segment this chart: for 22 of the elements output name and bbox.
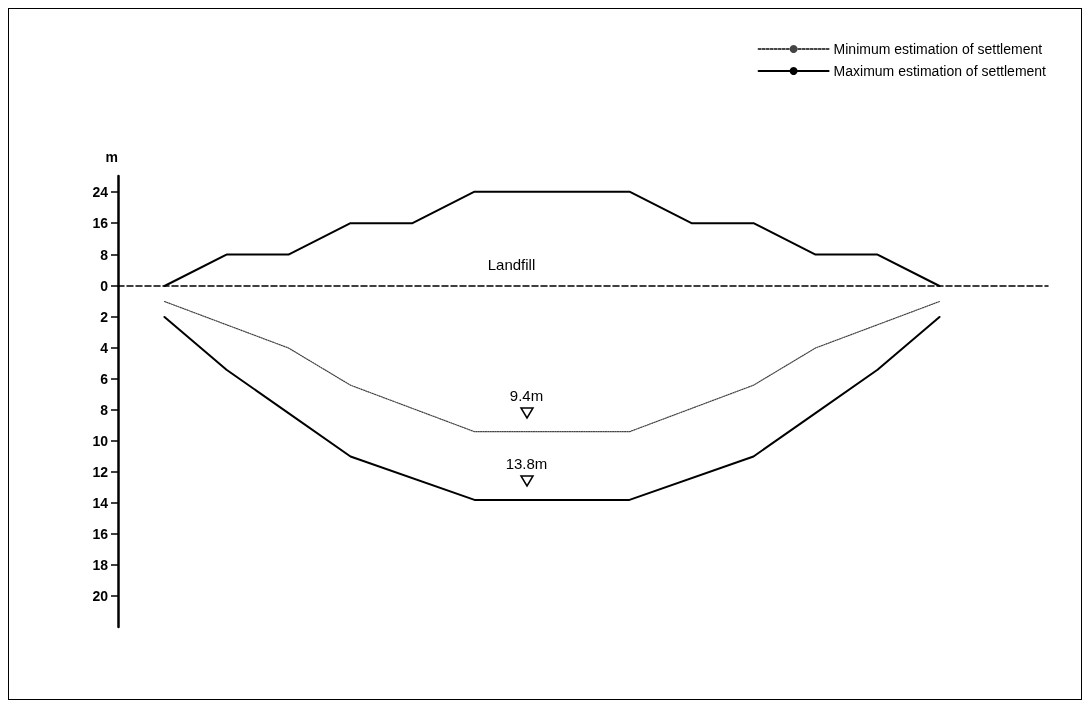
- y-tick-label: 8: [100, 402, 109, 418]
- y-tick-label: 2: [100, 309, 109, 325]
- annotation: Landfill: [487, 255, 536, 273]
- y-tick-label: 10: [92, 433, 109, 449]
- annotation: 13.8m: [505, 455, 548, 473]
- y-tick-label: 14: [92, 495, 109, 511]
- y-tick-label: 16: [92, 215, 109, 232]
- y-tick-label: 0: [100, 278, 109, 294]
- annotation: 9.4m: [509, 387, 544, 405]
- y-tick-label: 4: [100, 340, 109, 356]
- legend-label: Minimum estimation of settlement: [833, 41, 1043, 57]
- y-tick-label: 12: [92, 464, 109, 480]
- y-tick-label: 16: [92, 526, 109, 542]
- legend-label: Maximum estimation of settlement: [833, 63, 1047, 79]
- line-series: [163, 316, 941, 501]
- y-tick-label: 24: [92, 183, 109, 200]
- y-tick-label: 20: [92, 588, 109, 604]
- line-series: [163, 300, 941, 433]
- y-tick-label: 8: [100, 246, 109, 263]
- y-axis-title: m: [105, 149, 118, 165]
- y-tick-label: 6: [100, 371, 109, 387]
- y-tick-label: 18: [92, 557, 109, 573]
